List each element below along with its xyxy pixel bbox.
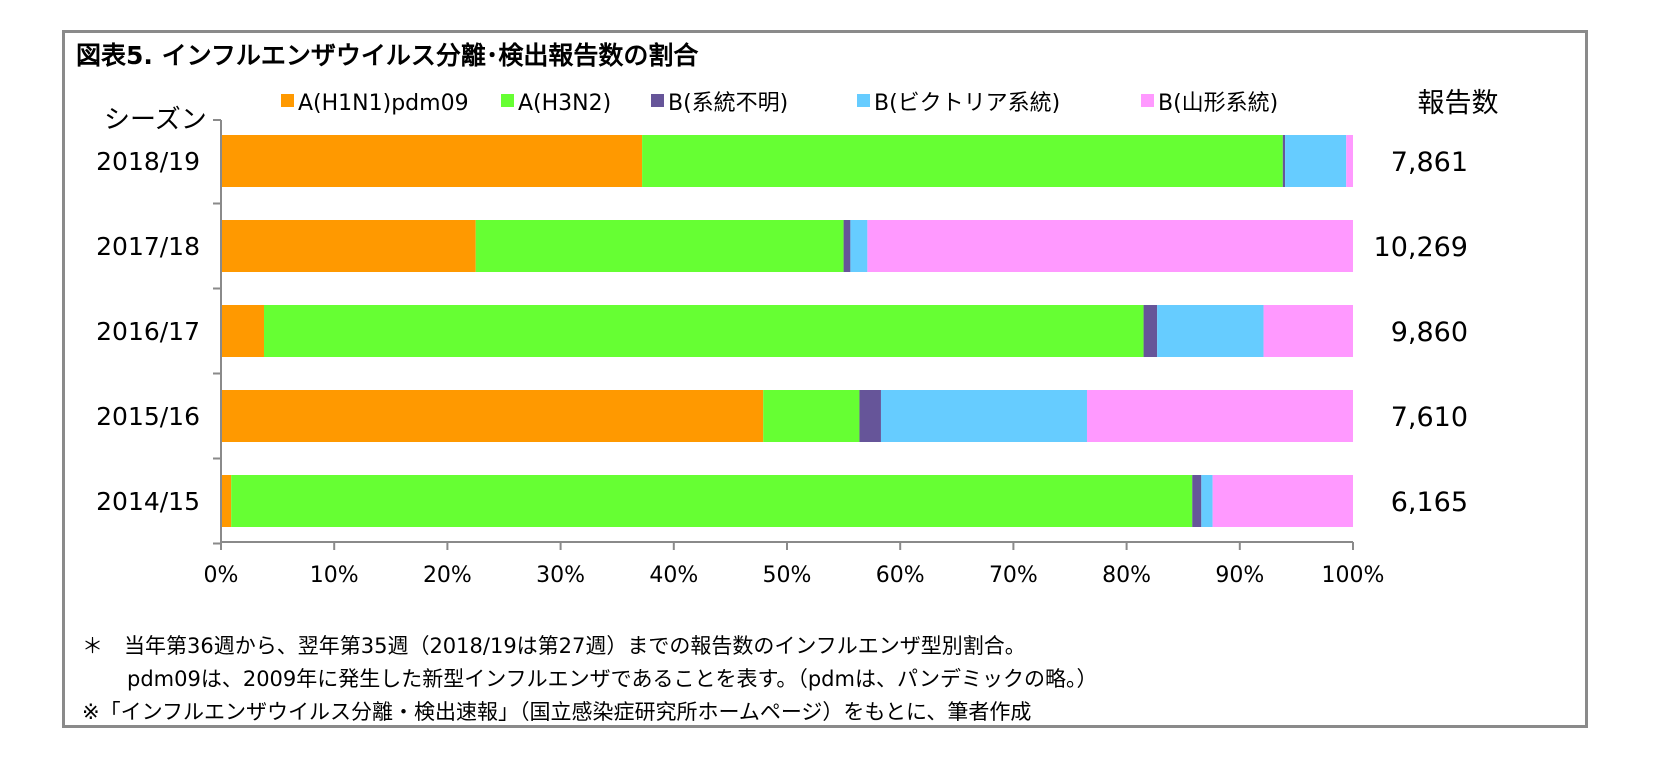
x-tick-label: 30% — [536, 563, 585, 588]
bar-segment-s0-c3 — [221, 390, 764, 442]
axes — [213, 119, 1354, 550]
bars — [221, 135, 1353, 527]
report-count: 6,165 — [1391, 487, 1468, 518]
bar-segment-s3-c4 — [1201, 475, 1213, 527]
report-count: 10,269 — [1374, 232, 1468, 263]
footnote-definition: ＊ 当年第36週から、翌年第35週（2018/19は第27週）までの報告数のイン… — [82, 634, 1026, 658]
x-tick-label: 100% — [1322, 563, 1385, 588]
x-tick-label: 10% — [310, 563, 359, 588]
bar-segment-s2-c1 — [843, 220, 851, 272]
legend-label: A(H3N2) — [518, 91, 611, 116]
bar-segment-s0-c2 — [221, 305, 265, 357]
x-tick-label: 90% — [1215, 563, 1264, 588]
footnote-pdm09: pdm09は、2009年に発生した新型インフルエンザであることを表す。（pdmは… — [127, 667, 1098, 691]
report-count: 7,610 — [1391, 402, 1468, 433]
labels: 2018/19 7,861 2017/18 10,269 2016/17 9,860 201… — [96, 147, 1468, 588]
bar-segment-s3-c1 — [850, 220, 868, 272]
bar-segment-s1-c0 — [642, 135, 1283, 187]
stacked-bar-chart: A(H1N1)pdm09 A(H3N2) B(系統不明) B(ビクトリア系統) B(山形… — [96, 88, 1499, 588]
legend-swatch — [651, 94, 664, 107]
legend-swatch — [857, 94, 870, 107]
bar-segment-s3-c2 — [1157, 305, 1264, 357]
bar-segment-s1-c1 — [475, 220, 844, 272]
bar-segment-s0-c0 — [221, 135, 643, 187]
bar-segment-s4-c3 — [1086, 390, 1353, 442]
bar-segment-s3-c3 — [880, 390, 1087, 442]
legend-swatch — [501, 94, 514, 107]
chart-title: 図表5. インフルエンザウイルス分離･検出報告数の割合 — [76, 41, 699, 70]
category-label: 2015/16 — [96, 402, 200, 431]
legend-label: B(山形系統) — [1158, 91, 1278, 116]
x-tick-label: 40% — [649, 563, 698, 588]
bar-segment-s2-c4 — [1192, 475, 1202, 527]
report-count-header: 報告数 — [1418, 88, 1499, 119]
x-tick-label: 80% — [1102, 563, 1151, 588]
category-label: 2017/18 — [96, 232, 200, 261]
legend-swatch — [281, 94, 294, 107]
footnote-source: ※「インフルエンザウイルス分離・検出速報」（国立感染症研究所ホームページ）をもと… — [82, 700, 1032, 724]
x-tick-label: 0% — [204, 563, 239, 588]
bar-segment-s4-c2 — [1263, 305, 1353, 357]
bar-segment-s1-c3 — [763, 390, 860, 442]
report-count: 7,861 — [1391, 147, 1468, 178]
x-tick-label: 70% — [989, 563, 1038, 588]
bar-segment-s4-c1 — [867, 220, 1353, 272]
category-axis-label: シーズン — [104, 105, 207, 135]
bar-segment-s0-c1 — [221, 220, 476, 272]
bar-segment-s4-c0 — [1346, 135, 1353, 187]
x-tick-label: 60% — [876, 563, 925, 588]
legend-label: A(H1N1)pdm09 — [298, 91, 469, 116]
bar-segment-s2-c2 — [1143, 305, 1158, 357]
category-label: 2016/17 — [96, 317, 200, 346]
bar-segment-s2-c0 — [1282, 135, 1286, 187]
legend-label: B(ビクトリア系統) — [874, 91, 1060, 116]
x-tick-label: 20% — [423, 563, 472, 588]
bar-segment-s0-c4 — [221, 475, 232, 527]
legend-swatch — [1141, 94, 1154, 107]
bar-segment-s1-c2 — [264, 305, 1144, 357]
bar-segment-s4-c4 — [1212, 475, 1353, 527]
bar-segment-s3-c0 — [1285, 135, 1347, 187]
x-tick-label: 50% — [763, 563, 812, 588]
legend: A(H1N1)pdm09 A(H3N2) B(系統不明) B(ビクトリア系統) B(山形… — [281, 91, 1278, 116]
bar-segment-s2-c3 — [859, 390, 881, 442]
bar-segment-s1-c4 — [231, 475, 1193, 527]
legend-label: B(系統不明) — [668, 91, 788, 116]
category-label: 2018/19 — [96, 147, 200, 176]
category-label: 2014/15 — [96, 487, 200, 516]
report-count: 9,860 — [1391, 317, 1468, 348]
